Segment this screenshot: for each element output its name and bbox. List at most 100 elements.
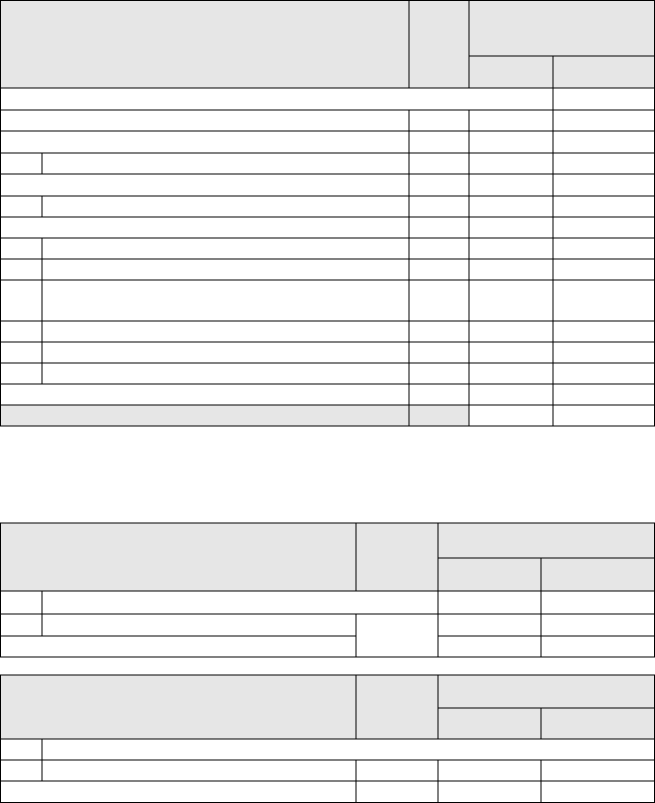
table-cell — [408, 130, 470, 154]
table-cell — [0, 152, 43, 175]
table-cell — [41, 195, 410, 218]
table-cell — [552, 130, 655, 154]
table-cell — [408, 173, 470, 197]
table-cell — [468, 279, 554, 322]
table-cell — [41, 590, 439, 615]
table-cell — [0, 173, 410, 197]
table-cell — [552, 237, 655, 260]
table-cell — [408, 109, 470, 132]
header-cell — [552, 55, 655, 89]
table-cell — [41, 320, 410, 343]
header-cell — [408, 0, 470, 89]
table-cell — [0, 383, 410, 406]
table-cell — [41, 279, 410, 322]
table-cell — [468, 404, 554, 427]
table-cell — [468, 195, 554, 218]
table-cell — [0, 590, 43, 615]
table-cell — [552, 404, 655, 427]
table-cell — [41, 613, 357, 637]
header-cell — [437, 707, 542, 740]
table-cell — [0, 87, 554, 111]
header-cell — [468, 0, 655, 57]
table-cell — [552, 258, 655, 281]
table-cell — [552, 87, 655, 111]
table-cell — [408, 195, 470, 218]
table-cell — [0, 195, 43, 218]
table-cell — [41, 237, 410, 260]
table-cell — [468, 109, 554, 132]
table-cell — [552, 341, 655, 364]
table-cell — [468, 362, 554, 385]
table-cell — [552, 195, 655, 218]
table-cell — [408, 383, 470, 406]
table-cell — [408, 341, 470, 364]
table-cell — [0, 258, 43, 281]
table-cell — [408, 237, 470, 260]
header-cell — [540, 707, 655, 740]
table-cell — [0, 216, 410, 239]
table-cell — [552, 173, 655, 197]
table-cell — [41, 258, 410, 281]
header-cell — [437, 674, 655, 709]
table-cell — [355, 613, 439, 658]
table-cell — [468, 237, 554, 260]
table-cell — [0, 237, 43, 260]
table-cell — [0, 738, 43, 761]
header-cell — [355, 674, 439, 740]
table-cell — [437, 780, 542, 803]
header-cell — [0, 0, 410, 89]
table-cell — [0, 362, 43, 385]
table-cell — [41, 738, 655, 761]
table-cell — [41, 759, 357, 782]
header-cell — [540, 557, 655, 592]
table-cell — [468, 258, 554, 281]
table-cell — [540, 759, 655, 782]
table-cell — [552, 320, 655, 343]
table-cell — [437, 635, 542, 658]
table-cell — [0, 613, 43, 637]
table-cell — [540, 635, 655, 658]
header-cell — [0, 522, 357, 592]
table-cell — [0, 130, 410, 154]
table-cell — [408, 279, 470, 322]
table-cell — [540, 590, 655, 615]
table-cell — [468, 341, 554, 364]
table-cell — [0, 320, 43, 343]
table-cell — [468, 383, 554, 406]
table-cell — [0, 404, 410, 427]
table-cell — [552, 362, 655, 385]
table-cell — [0, 759, 43, 782]
table-cell — [0, 341, 43, 364]
table-cell — [437, 759, 542, 782]
table-cell — [41, 362, 410, 385]
table-cell — [552, 216, 655, 239]
table-cell — [408, 258, 470, 281]
header-cell — [437, 557, 542, 592]
table-cell — [0, 635, 357, 658]
table-cell — [0, 109, 410, 132]
table-cell — [41, 341, 410, 364]
table-cell — [552, 152, 655, 175]
table-cell — [408, 362, 470, 385]
table-cell — [437, 613, 542, 637]
table-cell — [0, 780, 357, 803]
table-cell — [437, 590, 542, 615]
table-cell — [468, 173, 554, 197]
table-cell — [355, 759, 439, 782]
header-cell — [468, 55, 554, 89]
table-cell — [41, 152, 410, 175]
table-cell — [408, 404, 470, 427]
table-cell — [408, 320, 470, 343]
table-cell — [540, 613, 655, 637]
header-cell — [355, 522, 439, 592]
table-cell — [355, 780, 439, 803]
header-cell — [0, 674, 357, 740]
table-cell — [0, 279, 43, 322]
table-cell — [552, 279, 655, 322]
table-cell — [468, 130, 554, 154]
table-cell — [468, 320, 554, 343]
table-cell — [468, 216, 554, 239]
table-cell — [468, 152, 554, 175]
